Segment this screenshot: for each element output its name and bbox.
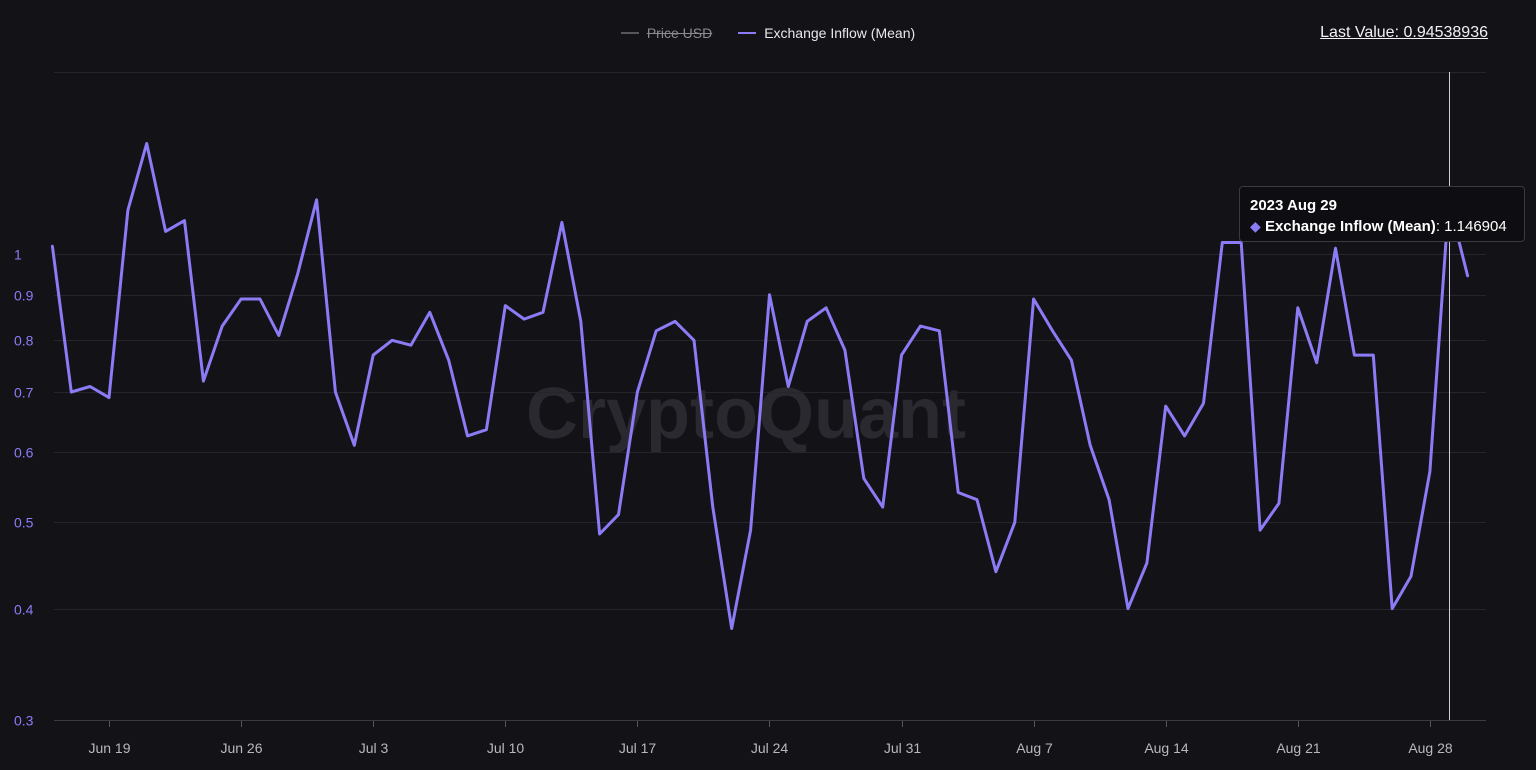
series-line-exchange-inflow [50, 142, 1470, 630]
x-tick-label: Jul 3 [359, 740, 389, 756]
x-tick-label: Jul 17 [619, 740, 657, 756]
x-tick-label: Jul 31 [884, 740, 922, 756]
legend: Price USD Exchange Inflow (Mean) [0, 24, 1536, 42]
tooltip: 2023 Aug 29 ◆ Exchange Inflow (Mean): 1.… [1239, 186, 1525, 242]
diamond-icon: ◆ [1250, 218, 1261, 234]
y-tick-label: 0.4 [14, 602, 34, 618]
x-tick-label: Aug 14 [1144, 740, 1189, 756]
watermark-text: CryptoQuant [526, 374, 966, 454]
tooltip-value: : 1.146904 [1435, 218, 1507, 235]
legend-swatch-exchange-inflow [738, 32, 757, 34]
legend-label-price-usd: Price USD [646, 25, 713, 41]
series-group [50, 142, 1470, 630]
y-tick-label: 1 [14, 247, 22, 263]
x-tick-label: Aug 21 [1276, 740, 1321, 756]
y-tick-label: 0.8 [14, 333, 34, 349]
x-tick-label: Jun 19 [88, 740, 130, 756]
tooltip-row: ◆ Exchange Inflow (Mean): 1.146904 [1250, 216, 1514, 237]
y-tick-label: 0.5 [14, 515, 34, 531]
x-tick-label: Jul 10 [487, 740, 525, 756]
legend-item-price-usd[interactable]: Price USD [620, 24, 713, 42]
x-tick-label: Aug 7 [1016, 740, 1053, 756]
legend-item-exchange-inflow[interactable]: Exchange Inflow (Mean) [738, 24, 915, 42]
y-tick-label: 0.9 [14, 288, 34, 304]
y-tick-label: 0.6 [14, 445, 34, 461]
y-tick-label: 0.7 [14, 385, 34, 401]
y-tick-label: 0.3 [14, 713, 34, 729]
x-axis: Jun 19 Jun 26 Jul 3 Jul 10 Jul 17 Jul 24 Jul 3… [88, 720, 1453, 756]
tooltip-series-name: Exchange Inflow (Mean) [1264, 218, 1436, 235]
legend-label-exchange-inflow: Exchange Inflow (Mean) [764, 25, 916, 41]
tooltip-date: 2023 Aug 29 [1250, 197, 1337, 214]
x-tick-label: Aug 28 [1408, 740, 1453, 756]
last-value-link[interactable]: Last Value: 0.94538936 [1320, 24, 1488, 41]
x-tick-label: Jun 26 [220, 740, 262, 756]
gridlines [54, 72, 1486, 610]
x-tick-label: Jul 24 [751, 740, 789, 756]
y-axis: 0.3 0.4 0.5 0.6 0.7 0.8 0.9 1 [14, 247, 34, 729]
legend-swatch-price-usd [620, 32, 639, 34]
